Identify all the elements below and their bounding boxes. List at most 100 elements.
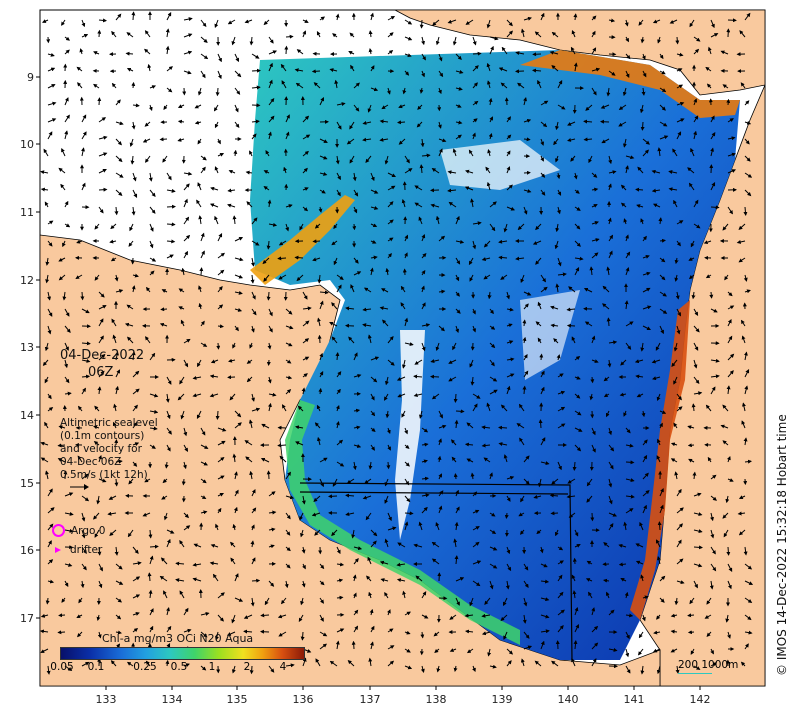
velocity-arrow	[300, 631, 305, 641]
velocity-arrow	[178, 288, 185, 293]
velocity-arrow	[368, 48, 373, 55]
velocity-arrow	[114, 206, 119, 216]
velocity-arrow	[77, 82, 83, 89]
velocity-arrows	[39, 11, 754, 675]
velocity-arrow	[523, 137, 531, 142]
velocity-arrow	[181, 267, 186, 276]
velocity-arrow	[534, 31, 542, 38]
velocity-arrow	[387, 219, 394, 225]
velocity-arrow	[550, 511, 559, 516]
velocity-arrow	[234, 325, 239, 332]
velocity-arrow	[607, 217, 612, 225]
velocity-arrow	[98, 135, 108, 140]
lat-label: 10	[20, 138, 34, 151]
velocity-arrow	[234, 290, 243, 295]
velocity-arrow	[81, 359, 91, 363]
velocity-arrow	[183, 50, 193, 55]
velocity-arrow	[710, 115, 715, 123]
velocity-arrow	[209, 374, 219, 379]
velocity-arrow	[421, 323, 431, 328]
velocity-arrow	[370, 255, 378, 260]
velocity-arrow	[453, 473, 458, 480]
velocity-arrow	[591, 67, 601, 72]
velocity-arrow	[177, 119, 185, 124]
velocity-arrow	[196, 199, 202, 208]
velocity-arrow	[574, 206, 581, 211]
velocity-arrow	[724, 274, 729, 281]
velocity-arrow	[591, 172, 598, 178]
velocity-arrow	[404, 234, 409, 242]
velocity-arrow	[659, 121, 668, 127]
velocity-arrow	[642, 235, 647, 242]
velocity-arrow	[250, 274, 255, 284]
velocity-arrow	[455, 134, 462, 140]
velocity-arrow	[455, 308, 461, 314]
velocity-arrow	[352, 172, 357, 182]
velocity-arrow	[486, 19, 491, 29]
velocity-arrow	[64, 36, 70, 41]
velocity-arrow	[267, 199, 272, 208]
velocity-arrow	[421, 53, 426, 61]
velocity-arrow	[414, 202, 423, 208]
velocity-arrow	[551, 65, 559, 72]
velocity-arrow	[349, 121, 355, 130]
velocity-arrow	[608, 234, 614, 242]
velocity-arrow	[319, 371, 324, 378]
velocity-arrow	[641, 53, 646, 60]
velocity-arrow	[166, 66, 173, 72]
note-line: Altimetric sealevel	[60, 417, 158, 429]
velocity-arrow	[506, 340, 514, 345]
velocity-arrow	[81, 114, 87, 123]
velocity-arrow	[58, 167, 66, 174]
velocity-arrow	[115, 369, 120, 378]
velocity-arrow	[421, 153, 431, 158]
velocity-arrow	[608, 170, 617, 175]
velocity-arrow	[81, 147, 85, 157]
velocity-arrow	[216, 342, 221, 350]
velocity-arrow	[200, 232, 205, 242]
velocity-arrow	[370, 87, 379, 92]
velocity-arrow	[262, 257, 270, 265]
velocity-arrow	[265, 150, 270, 157]
velocity-arrow	[312, 257, 321, 262]
velocity-arrow	[705, 66, 712, 72]
velocity-arrow	[421, 70, 425, 78]
velocity-arrow	[523, 118, 532, 123]
velocity-arrow	[64, 114, 70, 123]
colorbar-tick: 4	[279, 661, 287, 673]
velocity-arrow	[589, 266, 594, 276]
velocity-arrow	[574, 223, 581, 230]
velocity-arrow	[498, 239, 508, 244]
velocity-arrow	[447, 19, 457, 24]
velocity-arrow	[160, 307, 168, 312]
velocity-arrow	[537, 337, 542, 344]
velocity-arrow	[234, 70, 242, 78]
velocity-arrow	[346, 138, 355, 145]
velocity-arrow	[727, 136, 736, 141]
velocity-arrow	[400, 285, 406, 293]
velocity-arrow	[131, 206, 136, 216]
velocity-arrow	[574, 256, 584, 261]
velocity-arrow	[743, 274, 748, 282]
sealevel-note: Altimetric sealevel (0.1m contours) and …	[60, 417, 200, 495]
velocity-arrow	[430, 203, 440, 208]
velocity-arrow	[319, 189, 326, 194]
velocity-arrow	[47, 325, 52, 335]
velocity-arrow	[421, 342, 426, 352]
velocity-arrow	[573, 62, 578, 72]
velocity-arrow	[485, 166, 491, 174]
velocity-arrow	[421, 302, 426, 310]
colorbar-tick: 0.5	[170, 661, 188, 673]
velocity-arrow	[251, 308, 257, 316]
velocity-arrow	[455, 104, 462, 108]
velocity-arrow	[583, 137, 593, 142]
velocity-arrow	[520, 274, 525, 284]
lon-label: 136	[293, 693, 314, 706]
velocity-arrow	[489, 389, 498, 395]
lon-label: 137	[360, 693, 381, 706]
velocity-arrow	[452, 148, 457, 157]
velocity-arrow	[693, 36, 701, 42]
velocity-arrow	[483, 274, 491, 280]
velocity-arrow	[503, 223, 508, 233]
